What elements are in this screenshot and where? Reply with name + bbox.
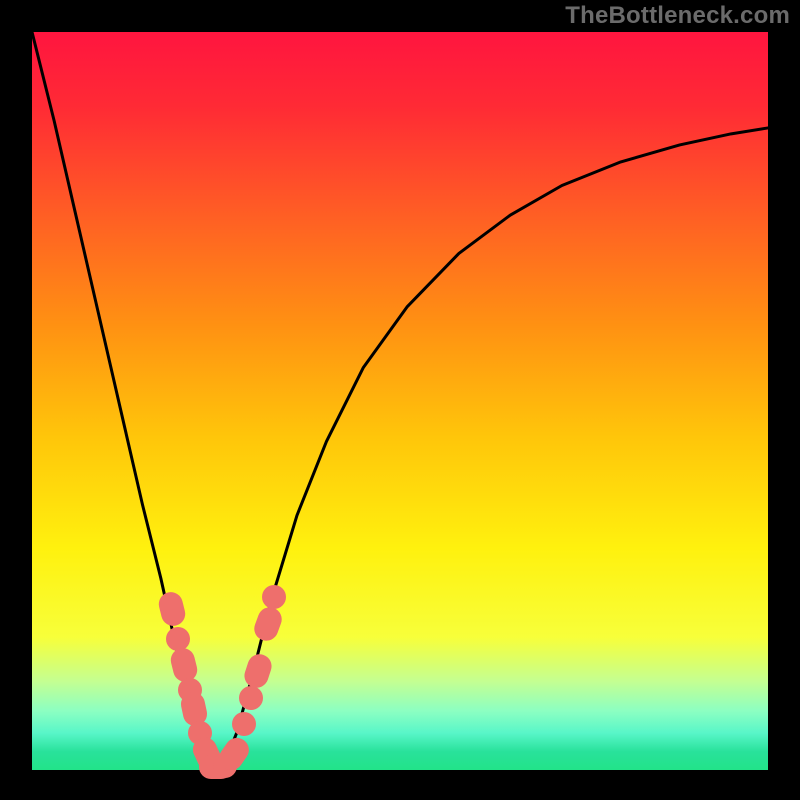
curve-marker	[166, 627, 190, 651]
figure-root: TheBottleneck.com	[0, 0, 800, 800]
bottleneck-curve	[32, 32, 768, 770]
watermark-text: TheBottleneck.com	[565, 2, 790, 30]
curve-marker	[239, 686, 263, 710]
curve-layer	[0, 0, 800, 800]
curve-marker	[232, 712, 256, 736]
